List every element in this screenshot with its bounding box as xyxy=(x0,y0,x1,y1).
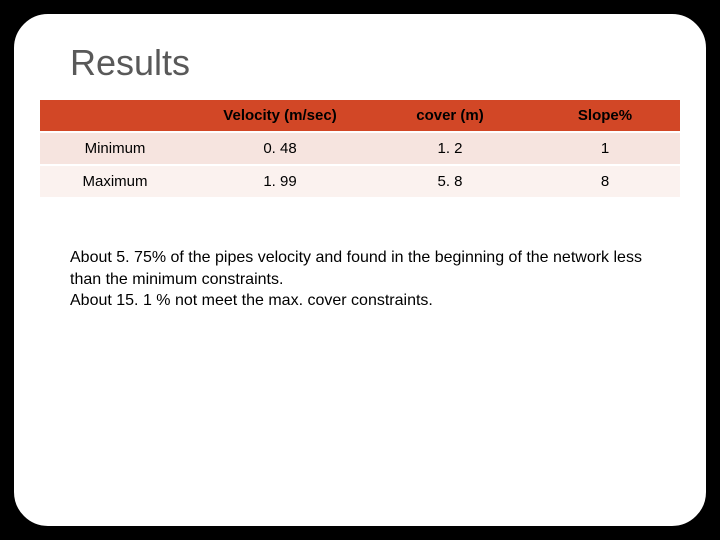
cell-max-slope: 8 xyxy=(530,166,680,197)
paragraph-line-1: About 5. 75% of the pipes velocity and f… xyxy=(70,249,642,288)
table-header-row: Velocity (m/sec) cover (m) Slope% xyxy=(40,100,680,131)
cell-max-cover: 5. 8 xyxy=(370,166,530,197)
paragraph-line-2: About 15. 1 % not meet the max. cover co… xyxy=(70,292,433,309)
row-label-min: Minimum xyxy=(40,133,190,164)
row-label-max: Maximum xyxy=(40,166,190,197)
body-paragraph: About 5. 75% of the pipes velocity and f… xyxy=(70,247,658,312)
slide-frame: Results Velocity (m/sec) cover (m) Slope… xyxy=(12,12,708,528)
slide-title: Results xyxy=(70,42,706,84)
header-velocity: Velocity (m/sec) xyxy=(190,100,370,131)
header-slope: Slope% xyxy=(530,100,680,131)
header-cover: cover (m) xyxy=(370,100,530,131)
cell-min-slope: 1 xyxy=(530,133,680,164)
cell-min-velocity: 0. 48 xyxy=(190,133,370,164)
cell-min-cover: 1. 2 xyxy=(370,133,530,164)
table-row: Minimum 0. 48 1. 2 1 xyxy=(40,133,680,164)
table-row: Maximum 1. 99 5. 8 8 xyxy=(40,166,680,197)
cell-max-velocity: 1. 99 xyxy=(190,166,370,197)
results-table: Velocity (m/sec) cover (m) Slope% Minimu… xyxy=(40,98,680,199)
header-blank xyxy=(40,100,190,131)
